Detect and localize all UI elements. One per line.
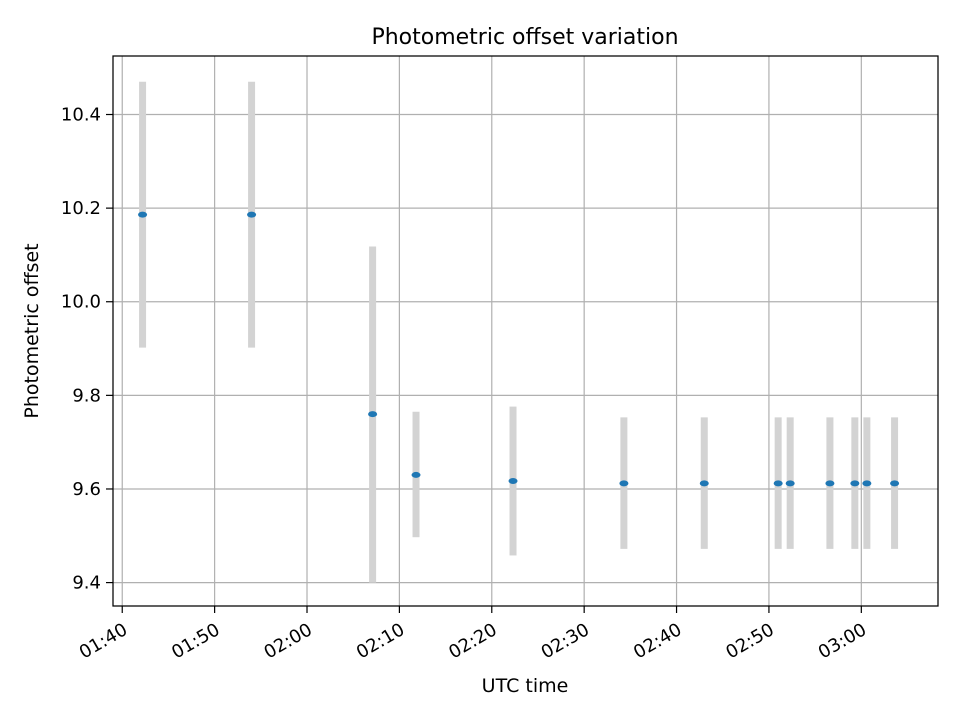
y-tick-label: 9.4 xyxy=(72,573,101,594)
y-tick-label: 10.4 xyxy=(61,105,101,126)
data-point xyxy=(247,211,257,218)
data-point xyxy=(508,478,518,485)
data-point xyxy=(699,480,709,487)
data-point xyxy=(890,480,900,487)
y-tick-label: 9.6 xyxy=(72,479,101,500)
data-point xyxy=(411,471,421,478)
data-point xyxy=(850,480,860,487)
data-points xyxy=(138,211,900,487)
data-point xyxy=(862,480,872,487)
data-point xyxy=(773,480,783,487)
y-tick-label: 10.2 xyxy=(61,198,101,219)
data-point xyxy=(785,480,795,487)
x-axis-label: UTC time xyxy=(482,675,569,697)
data-point xyxy=(368,411,378,418)
plot-frame xyxy=(112,55,939,607)
data-point xyxy=(619,480,629,487)
data-point xyxy=(825,480,835,487)
grid xyxy=(113,56,938,606)
y-tick-label: 10.0 xyxy=(61,292,101,313)
y-axis-label: Photometric offset xyxy=(21,243,43,418)
y-tick-label: 9.8 xyxy=(72,385,101,406)
chart-title: Photometric offset variation xyxy=(371,25,678,50)
y-axis-ticks: 9.4 9.6 9.8 10.0 10.2 10.4 xyxy=(61,105,113,594)
data-point xyxy=(138,211,148,218)
